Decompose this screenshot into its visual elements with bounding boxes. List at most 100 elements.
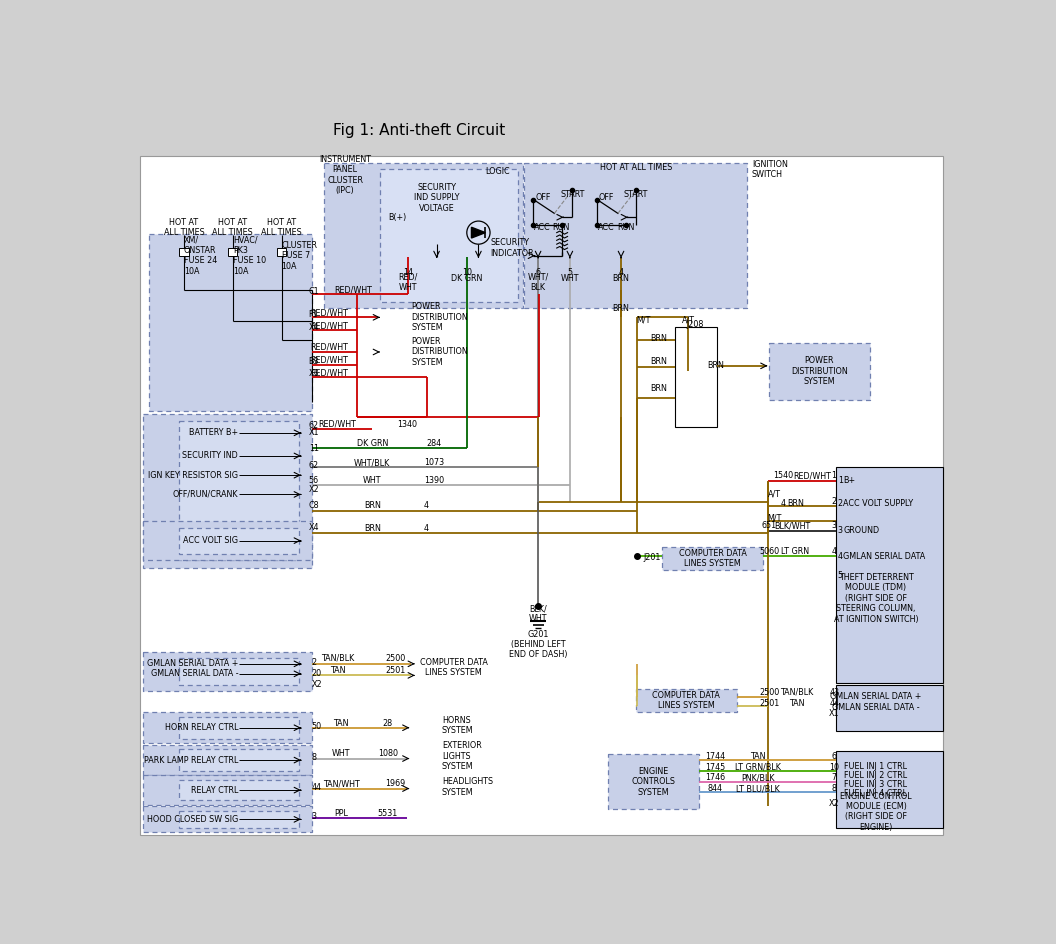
Text: 2501: 2501 <box>385 666 406 675</box>
Text: PARK LAMP RELAY CTRL: PARK LAMP RELAY CTRL <box>144 755 239 765</box>
Text: X2: X2 <box>312 680 322 689</box>
Text: X3: X3 <box>308 369 319 378</box>
Text: RED/WHT: RED/WHT <box>310 356 348 365</box>
Text: 2: 2 <box>837 499 843 508</box>
Bar <box>149 234 312 412</box>
Text: A/T: A/T <box>682 315 695 324</box>
Text: 1080: 1080 <box>378 750 398 758</box>
Text: X2: X2 <box>829 799 840 808</box>
Text: POWER
DISTRIBUTION
SYSTEM: POWER DISTRIBUTION SYSTEM <box>411 302 468 332</box>
Text: DK GRN: DK GRN <box>451 275 483 283</box>
Text: IGNITION
SWITCH: IGNITION SWITCH <box>752 160 788 179</box>
Text: 11: 11 <box>308 444 319 453</box>
Text: RED/WHT: RED/WHT <box>310 368 348 378</box>
Text: 2501: 2501 <box>759 699 779 708</box>
Text: 20: 20 <box>312 669 322 679</box>
Text: ACC VOLT SUPPLY: ACC VOLT SUPPLY <box>844 499 913 508</box>
Text: 56: 56 <box>308 476 319 485</box>
Text: HOT AT ALL TIMES: HOT AT ALL TIMES <box>600 162 672 172</box>
Text: HOT AT
ALL TIMES: HOT AT ALL TIMES <box>212 217 253 237</box>
Text: C8: C8 <box>308 501 319 511</box>
Polygon shape <box>471 228 486 238</box>
Bar <box>835 684 943 731</box>
Text: HEADLIGHTS
SYSTEM: HEADLIGHTS SYSTEM <box>442 777 493 797</box>
Text: BRN: BRN <box>788 499 805 508</box>
Bar <box>324 163 523 308</box>
Text: 1744: 1744 <box>704 751 724 761</box>
Text: FUEL INJ 2 CTRL: FUEL INJ 2 CTRL <box>845 771 907 780</box>
Text: 284: 284 <box>427 439 441 448</box>
Text: WHT: WHT <box>363 476 381 485</box>
Text: 44: 44 <box>312 783 322 791</box>
Text: TAN/WHT: TAN/WHT <box>323 780 360 788</box>
Text: 844: 844 <box>708 784 722 793</box>
Text: B3: B3 <box>308 357 319 365</box>
Text: HORN RELAY CTRL: HORN RELAY CTRL <box>165 723 239 733</box>
Bar <box>524 163 748 308</box>
Text: LT GRN/BLK: LT GRN/BLK <box>735 763 781 771</box>
Bar <box>835 750 943 828</box>
Text: B(+): B(+) <box>389 212 407 222</box>
Text: TAN/BLK: TAN/BLK <box>321 654 354 663</box>
Text: 50: 50 <box>312 722 322 731</box>
Text: 10: 10 <box>461 268 472 278</box>
Text: M/T: M/T <box>768 513 781 522</box>
Text: 4: 4 <box>832 547 836 556</box>
Text: COMPUTER DATA
LINES SYSTEM: COMPUTER DATA LINES SYSTEM <box>653 691 720 711</box>
Text: GMLAN SERIAL DATA -: GMLAN SERIAL DATA - <box>151 669 239 679</box>
Bar <box>228 248 238 256</box>
Text: 5: 5 <box>567 268 572 278</box>
Text: BLK/
WHT: BLK/ WHT <box>529 604 547 623</box>
Bar <box>636 689 736 713</box>
Text: COMPUTER DATA
LINES SYSTEM: COMPUTER DATA LINES SYSTEM <box>419 658 488 678</box>
Text: RED/WHT: RED/WHT <box>334 285 372 295</box>
Text: WHT: WHT <box>332 750 351 758</box>
Text: B+: B+ <box>844 476 855 485</box>
Text: ENGINE
CONTROLS
SYSTEM: ENGINE CONTROLS SYSTEM <box>631 767 676 797</box>
Text: 44: 44 <box>829 699 840 708</box>
Text: HORNS
SYSTEM: HORNS SYSTEM <box>442 716 474 735</box>
Text: ENGINE CONTROL
MODULE (ECM)
(RIGHT SIDE OF
ENGINE): ENGINE CONTROL MODULE (ECM) (RIGHT SIDE … <box>841 792 911 832</box>
Text: FUEL INJ 1 CTRL: FUEL INJ 1 CTRL <box>845 762 907 770</box>
Bar <box>178 658 299 685</box>
Text: 1073: 1073 <box>425 459 445 467</box>
Text: RED/WHT: RED/WHT <box>793 471 831 480</box>
Bar <box>675 328 717 428</box>
Text: 62: 62 <box>308 461 319 470</box>
Text: BRN: BRN <box>364 524 380 532</box>
Text: F1: F1 <box>308 310 318 319</box>
Bar <box>277 248 286 256</box>
Text: BRN: BRN <box>612 304 629 312</box>
Text: TAN: TAN <box>789 699 805 708</box>
Bar <box>178 716 299 738</box>
Text: 6: 6 <box>535 268 541 278</box>
Text: RED/WHT: RED/WHT <box>310 343 348 352</box>
Text: 43: 43 <box>829 688 840 697</box>
Text: IGN KEY RESISTOR SIG: IGN KEY RESISTOR SIG <box>148 471 239 480</box>
Text: 1: 1 <box>832 471 836 480</box>
Bar <box>143 521 312 560</box>
Text: X4: X4 <box>308 323 319 332</box>
Text: X1: X1 <box>308 429 319 437</box>
Bar <box>143 745 312 775</box>
Text: TAN: TAN <box>329 666 345 675</box>
Text: 10: 10 <box>829 763 840 771</box>
Text: CLUSTER
FUSE 7
10A: CLUSTER FUSE 7 10A <box>282 241 318 271</box>
Text: Fig 1: Anti-theft Circuit: Fig 1: Anti-theft Circuit <box>333 123 505 138</box>
Text: 7: 7 <box>831 773 836 783</box>
Text: 4: 4 <box>425 524 429 532</box>
Text: 1: 1 <box>837 476 843 485</box>
Text: GMLAN SERIAL DATA +: GMLAN SERIAL DATA + <box>147 659 239 668</box>
Text: 2: 2 <box>831 497 836 506</box>
Text: GMLAN SERIAL DATA -: GMLAN SERIAL DATA - <box>832 703 920 712</box>
Text: 8: 8 <box>832 784 836 793</box>
Bar <box>662 547 762 570</box>
Bar <box>178 780 299 801</box>
Text: PNK/BLK: PNK/BLK <box>741 773 775 783</box>
Text: INSTRUMENT
PANEL
CLUSTER
(IPC): INSTRUMENT PANEL CLUSTER (IPC) <box>319 155 371 195</box>
Text: OFF/RUN/CRANK: OFF/RUN/CRANK <box>173 490 239 499</box>
Bar <box>380 170 517 302</box>
Bar <box>143 775 312 804</box>
Text: PPL: PPL <box>335 809 348 818</box>
Text: 1745: 1745 <box>704 763 724 771</box>
